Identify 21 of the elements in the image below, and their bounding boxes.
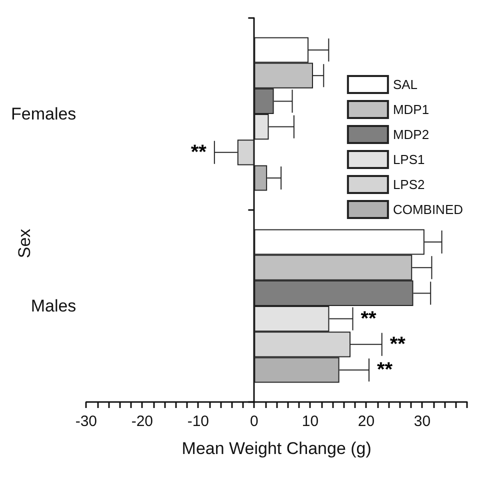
y-tick-label: Females	[11, 104, 76, 124]
legend-label: MDP2	[392, 127, 430, 142]
x-tick-label: -10	[187, 413, 210, 430]
x-tick-label: 0	[250, 413, 258, 430]
y-axis-title: Sex	[15, 228, 34, 258]
data-label: **	[390, 333, 406, 356]
data-label: **	[376, 359, 393, 381]
legend-label: COMBINED	[392, 202, 464, 217]
legend-label: SAL	[392, 77, 418, 92]
x-tick-label: -30	[75, 413, 98, 430]
x-tick-label: 10	[302, 413, 319, 430]
legend-label: MDP1	[392, 102, 430, 117]
x-tick-label: 20	[358, 413, 375, 430]
data-label: **	[360, 308, 377, 330]
legend-label: LPS1	[392, 152, 425, 167]
data-label: **	[190, 141, 207, 164]
y-tick-label: Males	[30, 296, 76, 316]
x-axis-title: Mean Weight Change (g)	[182, 439, 372, 458]
x-tick-label: -20	[131, 413, 154, 430]
legend-label: LPS2	[392, 177, 425, 192]
x-tick-label: 30	[414, 413, 431, 430]
